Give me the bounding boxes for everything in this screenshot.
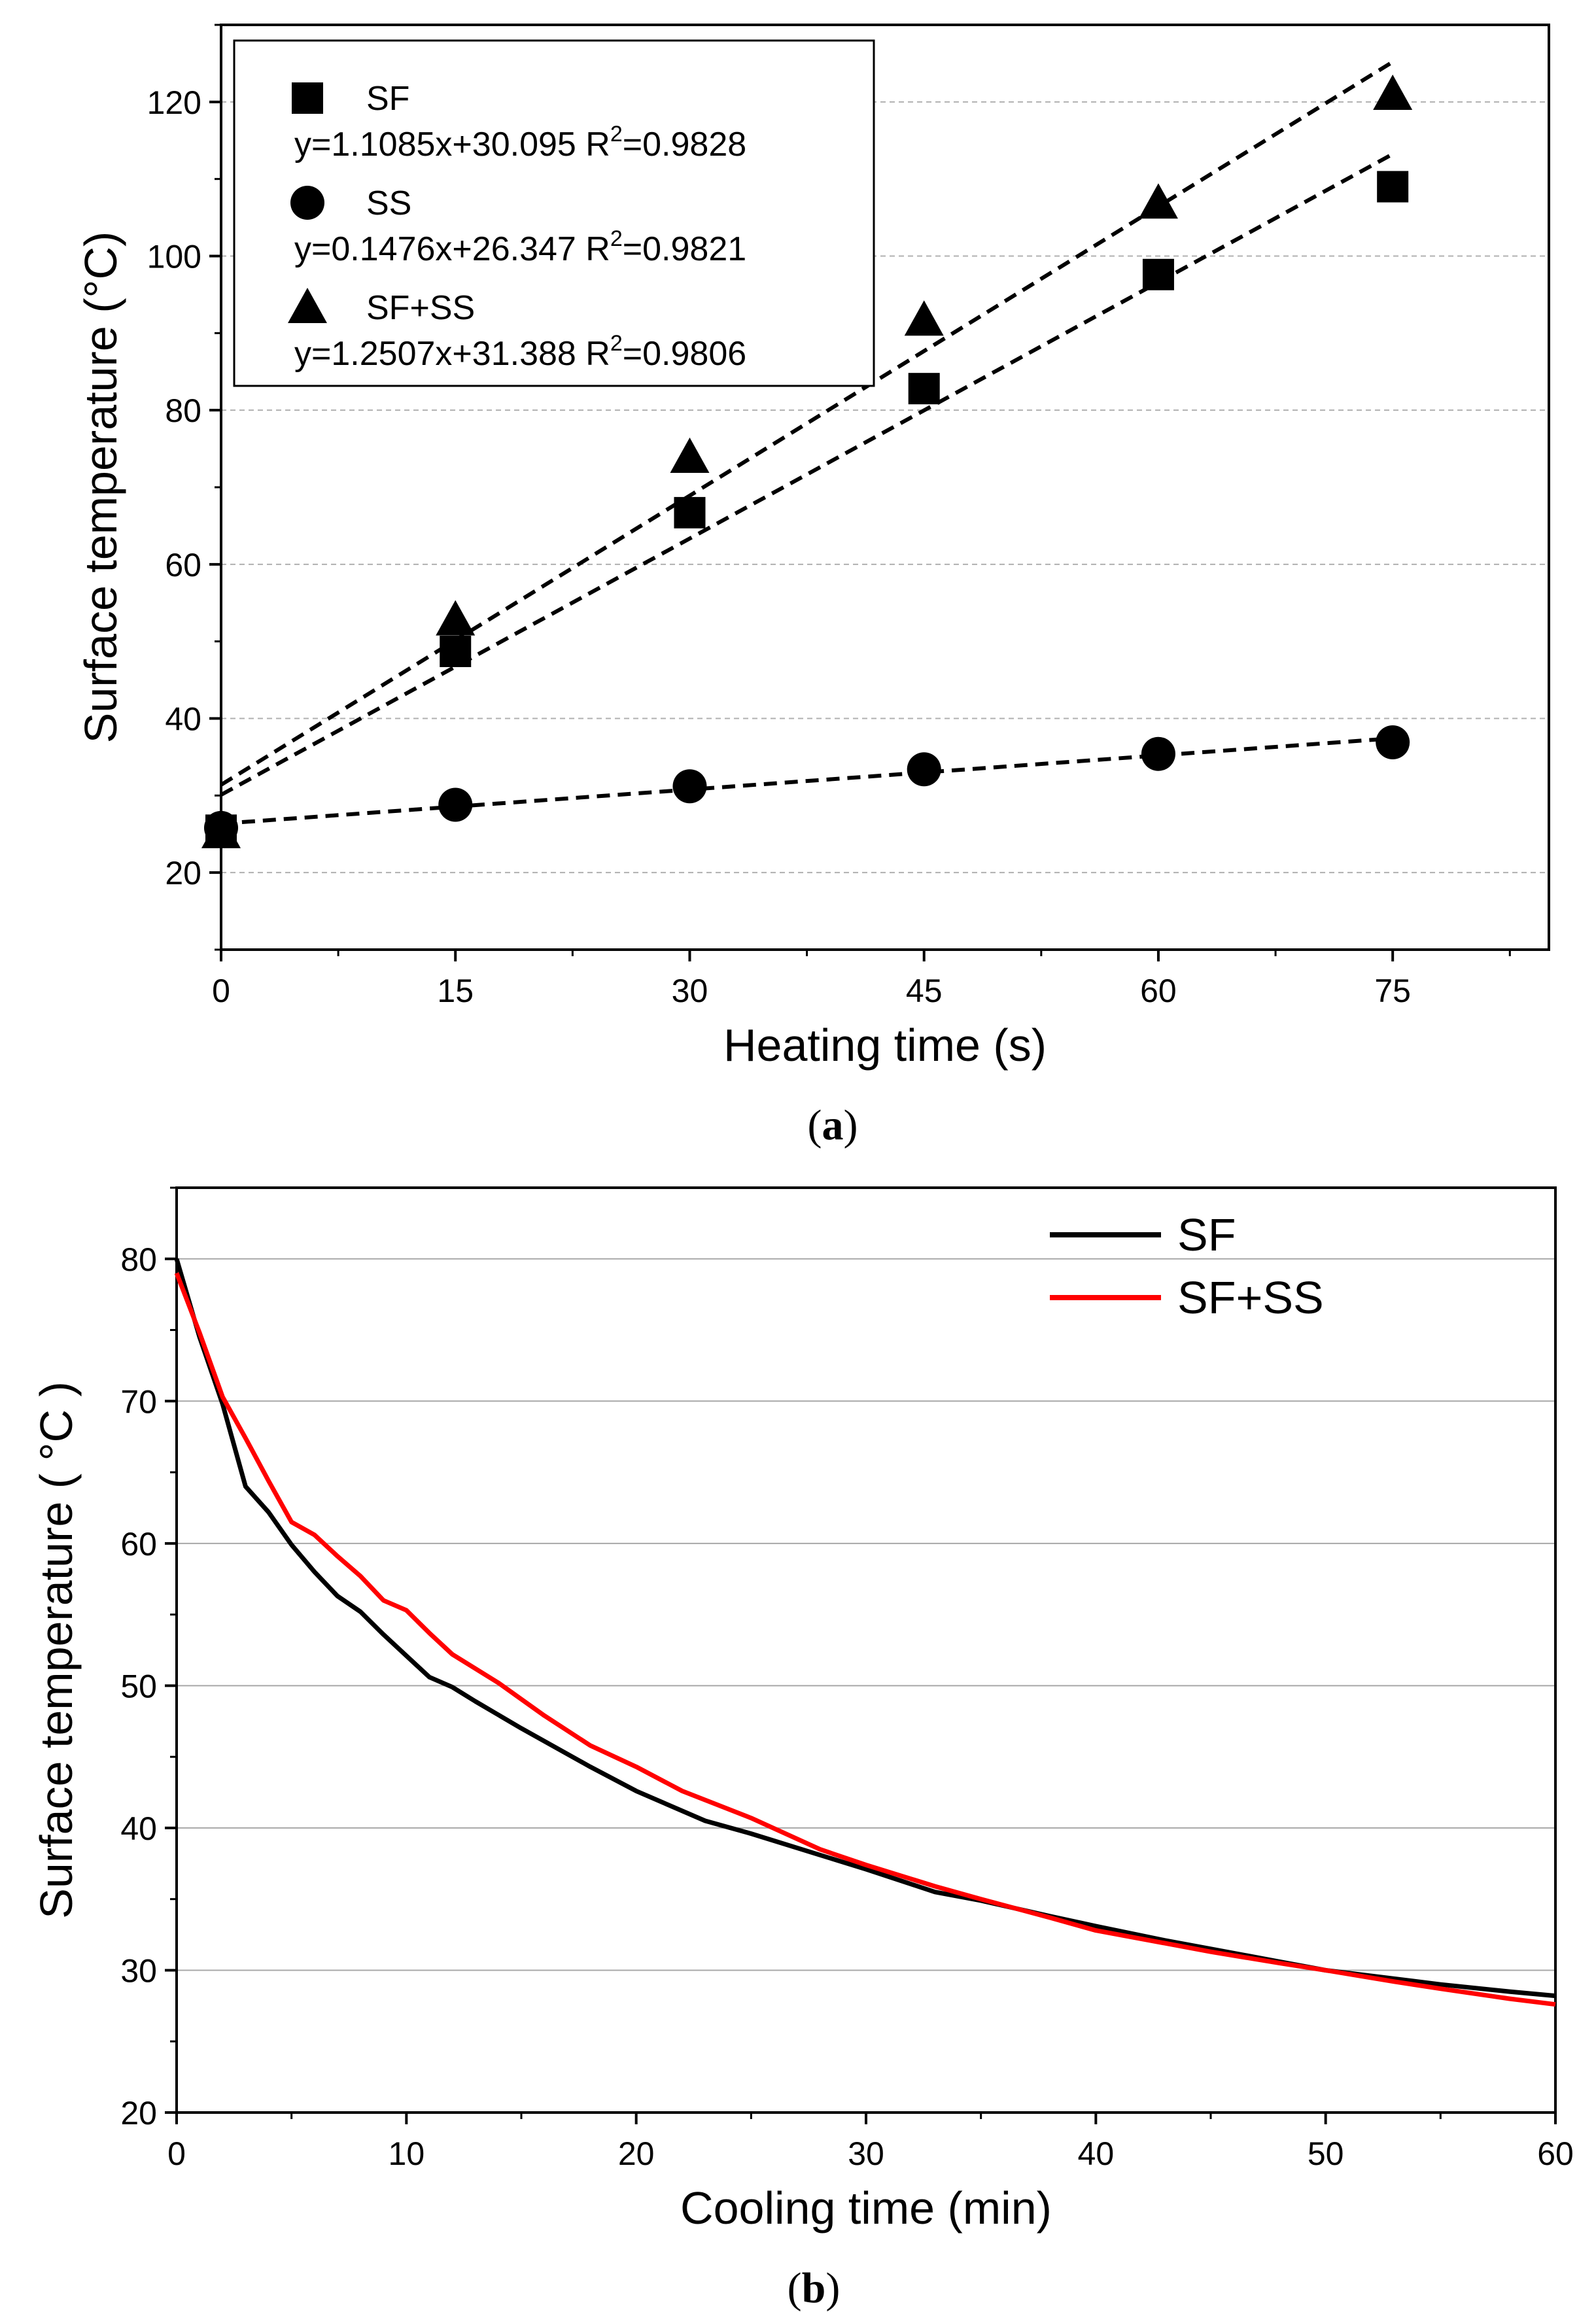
- legend-ss-label: SS: [366, 184, 411, 222]
- y-tick-label: 20: [120, 2095, 157, 2131]
- caption-part: a: [822, 1101, 844, 1149]
- series-line-sf-ss: [174, 1272, 1556, 2007]
- legend-sf-label: SF: [366, 80, 409, 118]
- r2-superscript: 2: [610, 331, 623, 356]
- point-sf-ss: [436, 600, 476, 636]
- r2-value: =0.9828: [623, 126, 746, 164]
- x-tick-label: 30: [848, 2135, 884, 2172]
- chart-a-heating: 0 15 30 45 60 75 20 40 60 80 100 120 Heating time (s…: [75, 24, 1550, 1149]
- legend-sf-label: SF: [1177, 1209, 1236, 1260]
- legend-box: [233, 39, 875, 387]
- point-sf: [440, 635, 472, 667]
- point-ss: [672, 769, 707, 804]
- point-ss: [907, 752, 941, 787]
- legend-a: SFy=1.1085x+30.095 R2=0.9828SSy=0.1476x+…: [233, 39, 875, 387]
- equation-body: y=1.1085x+30.095 R: [294, 126, 610, 164]
- x-tick-label: 10: [389, 2135, 425, 2172]
- point-ss: [438, 787, 473, 822]
- y-tick-label: 60: [120, 1526, 157, 1562]
- series-line-sf: [174, 1258, 1556, 1999]
- y-tick-label: 60: [165, 547, 201, 583]
- point-sf: [1377, 171, 1409, 203]
- point-ss: [1376, 725, 1410, 760]
- legend-ss-equation: y=0.1476x+26.347 R2=0.9821: [294, 226, 746, 268]
- x-axis-label: Heating time (s): [723, 1020, 1047, 1071]
- legend-sf-ss-label: SF+SS: [1177, 1272, 1324, 1323]
- equation-body: y=0.1476x+26.347 R: [294, 230, 610, 268]
- caption-part: ): [825, 2264, 840, 2312]
- point-sf-ss: [1373, 75, 1413, 111]
- x-tick-label: 0: [167, 2135, 186, 2172]
- y-tick-label: 100: [147, 239, 201, 275]
- x-tick-label: 30: [672, 973, 708, 1009]
- x-tick-label: 60: [1537, 2135, 1574, 2172]
- x-tick-label: 45: [906, 973, 943, 1009]
- legend-sf-ss-equation: y=1.2507x+31.388 R2=0.9806: [294, 331, 746, 373]
- fit-line-ss: [220, 736, 1393, 826]
- y-axis-label: Surface temperature (°C): [75, 232, 126, 744]
- y-tick-label: 80: [165, 392, 201, 429]
- legend-sf-equation: y=1.1085x+30.095 R2=0.9828: [294, 122, 746, 164]
- caption-part: ): [844, 1101, 858, 1149]
- point-sf: [908, 373, 940, 405]
- y-tick-label: 120: [147, 84, 201, 121]
- y-tick-label: 40: [165, 701, 201, 738]
- equation-body: y=1.2507x+31.388 R: [294, 335, 610, 373]
- caption-part: b: [802, 2264, 826, 2312]
- x-tick-label: 40: [1078, 2135, 1115, 2172]
- caption-part: (: [808, 1101, 822, 1149]
- x-tick-label: 0: [212, 973, 230, 1009]
- y-tick-label: 70: [120, 1383, 157, 1420]
- r2-value: =0.9806: [623, 335, 746, 373]
- point-sf: [1142, 258, 1174, 290]
- legend-ss-marker: [290, 186, 324, 220]
- point-sf-ss: [1138, 183, 1178, 219]
- legend-b: SF SF+SS: [1050, 1209, 1324, 1323]
- chart-b-cooling: 0 10 20 30 40 50 60 20 30 40 50 60 70 80 Cooling time …: [31, 1186, 1574, 2312]
- figure-caption: (b): [788, 2264, 841, 2312]
- figure-caption: (a): [808, 1101, 858, 1149]
- legend-sf-ss-marker: [288, 288, 327, 323]
- x-tick-label: 50: [1308, 2135, 1344, 2172]
- legend-sf-ss-label: SF+SS: [366, 289, 475, 327]
- x-axis-label: Cooling time (min): [680, 2183, 1052, 2234]
- y-tick-label: 30: [120, 1952, 157, 1989]
- legend-sf-marker: [292, 82, 323, 114]
- caption-part: (: [788, 2264, 802, 2312]
- y-tick-label: 80: [120, 1241, 157, 1278]
- point-sf-ss: [904, 300, 944, 336]
- y-tick-label: 20: [165, 855, 201, 891]
- y-tick-label: 40: [120, 1810, 157, 1847]
- x-tick-label: 75: [1374, 973, 1411, 1009]
- y-tick-label: 50: [120, 1668, 157, 1704]
- point-sf-ss: [201, 812, 241, 848]
- y-axis-label: Surface temperature ( °C ): [31, 1381, 82, 1919]
- fit-line-sf: [220, 152, 1394, 797]
- point-sf-ss: [670, 438, 710, 474]
- r2-value: =0.9821: [623, 230, 746, 268]
- x-tick-label: 60: [1140, 973, 1177, 1009]
- point-ss: [1141, 736, 1175, 771]
- point-sf: [674, 496, 706, 528]
- x-tick-label: 20: [618, 2135, 655, 2172]
- r2-superscript: 2: [610, 122, 623, 147]
- x-tick-label: 15: [437, 973, 474, 1009]
- r2-superscript: 2: [610, 226, 623, 251]
